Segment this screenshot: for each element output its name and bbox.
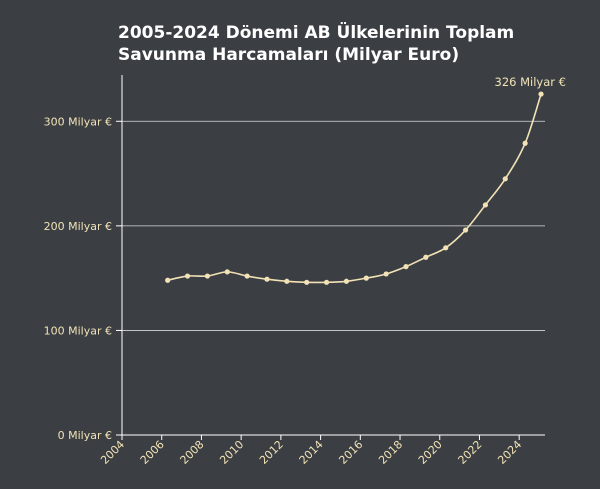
data-point — [224, 269, 230, 275]
x-tick-labels: 2004 2006 2008 2010 2012 2014 2016 2018 2020 2022… — [98, 435, 524, 467]
data-point — [383, 271, 389, 277]
series-line — [167, 93, 542, 284]
max-value-annotation: 326 Milyar € — [495, 75, 566, 89]
grid-lines — [116, 120, 545, 436]
x-tick-label: 2016 — [336, 438, 365, 467]
x-tick-label: 2022 — [456, 438, 485, 467]
data-points — [165, 91, 544, 285]
x-tick-label: 2004 — [98, 438, 127, 467]
x-tick-label: 2024 — [495, 438, 524, 467]
data-point — [363, 275, 369, 281]
y-tick-labels: 0 Milyar € 100 Milyar € 200 Milyar € 300 Mi… — [44, 115, 112, 442]
data-point — [538, 91, 544, 97]
x-tick-label: 2006 — [138, 438, 167, 467]
data-point — [184, 273, 191, 279]
data-point — [443, 245, 449, 251]
x-tick-label: 2010 — [217, 438, 246, 467]
x-tick-label: 2020 — [416, 438, 445, 467]
data-point — [423, 254, 429, 260]
x-tick-label: 2014 — [297, 438, 326, 467]
data-point — [165, 277, 171, 283]
x-tick-label: 2012 — [257, 438, 286, 467]
data-point — [462, 227, 469, 233]
data-point — [502, 176, 508, 182]
y-tick-label: 0 Milyar € — [58, 429, 112, 442]
y-tick-label: 300 Milyar € — [44, 115, 112, 128]
x-tick-label: 2008 — [178, 438, 207, 467]
data-point — [343, 278, 350, 284]
data-point — [403, 264, 409, 270]
data-point — [264, 276, 270, 282]
x-tick-label: 2018 — [376, 438, 405, 467]
chart-title: 2005-2024 Dönemi AB Ülkelerinin Toplam S… — [118, 23, 515, 65]
data-point — [204, 273, 210, 279]
y-tick-label: 200 Milyar € — [44, 220, 112, 233]
data-point — [304, 279, 310, 285]
axes — [121, 75, 545, 436]
data-point — [522, 140, 528, 146]
data-point — [284, 278, 290, 284]
y-tick-label: 100 Milyar € — [44, 324, 112, 337]
data-point — [323, 279, 330, 285]
data-point — [482, 202, 489, 208]
data-point — [244, 273, 250, 279]
